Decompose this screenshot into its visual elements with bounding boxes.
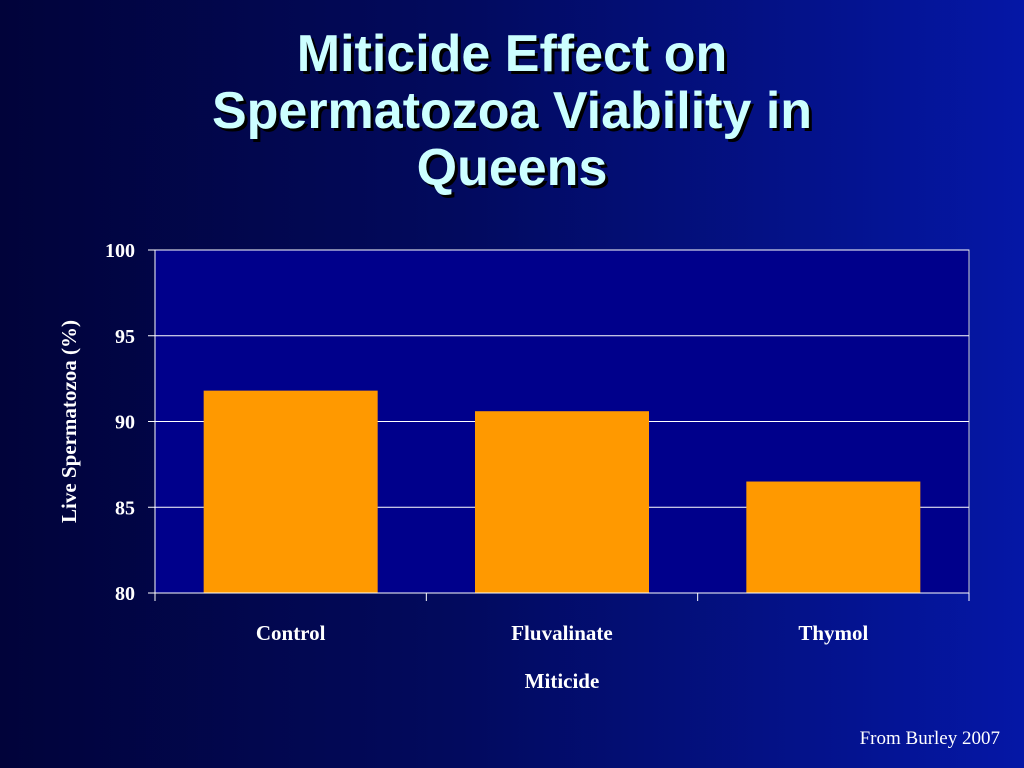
y-axis-label: Live Spermatozoa (%) xyxy=(57,320,81,523)
y-tick-label: 100 xyxy=(105,240,135,262)
y-tick-label: 85 xyxy=(115,497,135,519)
bar-thymol xyxy=(746,481,921,593)
x-tick-labels: Control Fluvalinate Thymol xyxy=(256,621,869,645)
x-tick-label: Thymol xyxy=(798,621,868,645)
source-citation: From Burley 2007 xyxy=(859,728,1000,749)
title-line-3: Queens xyxy=(416,139,608,197)
bars xyxy=(203,390,921,593)
y-tick-labels: 80 85 90 95 100 xyxy=(105,240,135,605)
slide-title: Miticide Effect on Spermatozoa Viability… xyxy=(0,26,1024,197)
y-tick-label: 90 xyxy=(115,412,135,434)
title-line-2: Spermatozoa Viability in xyxy=(211,82,813,140)
x-axis-label: Miticide xyxy=(525,669,600,693)
y-tick-label: 80 xyxy=(115,583,135,605)
bar-fluvalinate xyxy=(475,411,649,593)
bar-control xyxy=(203,390,378,593)
title-line-1: Miticide Effect on xyxy=(296,25,728,83)
axes xyxy=(148,249,970,601)
x-tick-label: Fluvalinate xyxy=(511,621,613,645)
x-tick-label: Control xyxy=(256,621,326,645)
y-tick-label: 95 xyxy=(115,326,135,348)
